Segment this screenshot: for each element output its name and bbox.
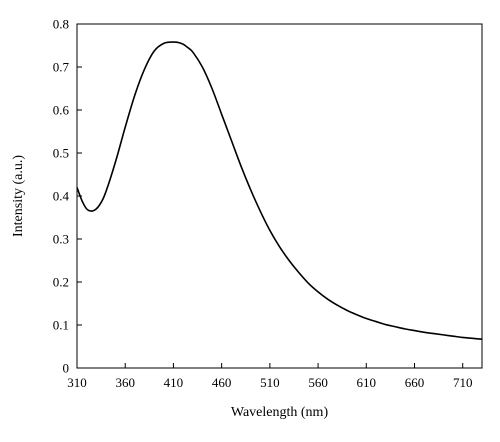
x-tick-label: 310 — [67, 375, 87, 390]
x-tick-label: 410 — [164, 375, 184, 390]
plot-frame — [76, 23, 483, 369]
y-tick-label: 0 — [63, 361, 70, 376]
series-layer — [76, 41, 483, 340]
x-tick-label: 360 — [115, 375, 135, 390]
x-axis: 310 360 410 460 510 560 610 660 710 — [67, 363, 472, 390]
x-tick-label: 510 — [260, 375, 280, 390]
x-tick-label: 560 — [308, 375, 328, 390]
y-axis: 0 0.1 0.2 0.3 0.4 0.5 0.6 0.7 0.8 — [53, 17, 82, 376]
y-tick-label: 0.5 — [53, 146, 69, 161]
y-tick-label: 0.6 — [53, 103, 70, 118]
x-tick-label: 660 — [405, 375, 425, 390]
y-tick-label: 0.7 — [53, 60, 70, 75]
plot-area — [76, 23, 483, 369]
x-tick-label: 610 — [357, 375, 377, 390]
x-axis-title: Wavelength (nm) — [231, 405, 329, 420]
y-axis-title: Intensity (a.u.) — [11, 155, 26, 237]
x-tick-label: 710 — [453, 375, 473, 390]
y-tick-label: 0.2 — [53, 275, 69, 290]
y-tick-label: 0.8 — [53, 17, 69, 32]
y-tick-label: 0.1 — [53, 318, 69, 333]
x-tick-label: 460 — [212, 375, 232, 390]
series-line — [76, 41, 483, 340]
y-tick-label: 0.3 — [53, 232, 69, 247]
y-tick-label: 0.4 — [53, 189, 70, 204]
